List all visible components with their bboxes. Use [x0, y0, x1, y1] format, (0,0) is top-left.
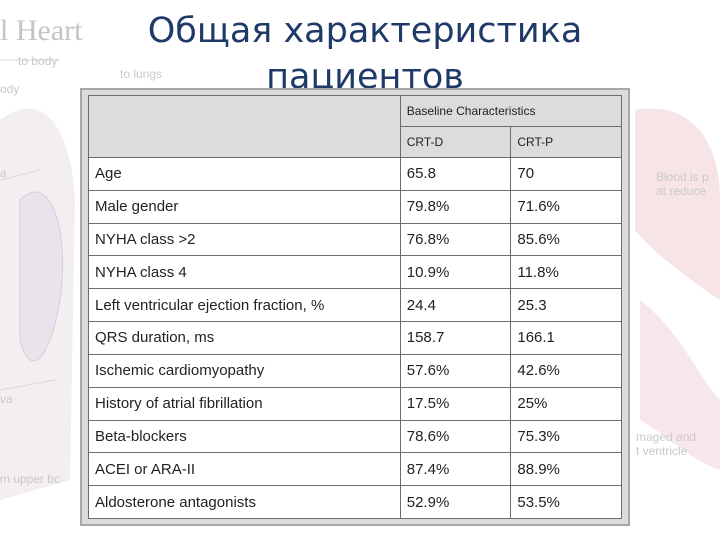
cell-value: 78.6% [399, 419, 512, 454]
bg-label: to body [18, 54, 58, 68]
cell-value: 17.5% [399, 386, 512, 421]
cell-value: 87.4% [399, 452, 512, 487]
table-panel: Baseline Characteristics CRT-D CRT-P Age… [80, 88, 630, 526]
row-label: QRS duration, ms [88, 321, 401, 355]
cell-value: 11.8% [510, 255, 622, 290]
bg-label: a [0, 166, 7, 180]
table-row: Age 65.8 70 [88, 157, 622, 191]
row-label: History of atrial fibrillation [88, 386, 401, 421]
header-row: Baseline Characteristics [88, 95, 623, 158]
cell-value: 70 [510, 157, 622, 191]
table-row: Aldosterone antagonists 52.9% 53.5% [88, 485, 622, 519]
bg-label: l Heart [0, 14, 83, 47]
cell-value: 57.6% [399, 353, 512, 388]
cell-value: 76.8% [399, 222, 512, 257]
table-row: Left ventricular ejection fraction, % 24.… [88, 288, 622, 323]
cell-value: 158.7 [399, 321, 512, 355]
cell-value: 52.9% [399, 485, 512, 519]
cell-value: 10.9% [399, 255, 512, 290]
bg-label: m upper bc [0, 472, 61, 486]
cell-value: 166.1 [510, 321, 622, 355]
cell-value: 85.6% [510, 222, 622, 257]
row-label: Beta-blockers [88, 419, 401, 454]
table-row: QRS duration, ms 158.7 166.1 [88, 321, 622, 355]
table-row: Beta-blockers 78.6% 75.3% [88, 419, 622, 454]
cell-value: 65.8 [399, 157, 512, 191]
bg-label: va [0, 392, 13, 406]
bg-label: ody [0, 82, 20, 96]
row-label: Male gender [88, 189, 401, 224]
row-label: NYHA class 4 [88, 255, 401, 290]
table-row: ACEI or ARA-II 87.4% 88.9% [88, 452, 622, 487]
row-label: Ischemic cardiomyopathy [88, 353, 401, 388]
row-label: NYHA class >2 [88, 222, 401, 257]
header-row: CRT-D CRT-P [89, 126, 622, 158]
header-blank [88, 95, 401, 158]
table-caption: Baseline Characteristics [399, 95, 623, 127]
cell-value: 75.3% [510, 419, 622, 454]
table-row: Ischemic cardiomyopathy 57.6% 42.6% [88, 353, 622, 388]
bg-label: at reduce [656, 184, 707, 198]
cell-value: 79.8% [399, 189, 512, 224]
column-header: CRT-D [399, 126, 512, 158]
column-header: CRT-P [510, 126, 622, 158]
bg-label: maged and [636, 430, 697, 444]
bg-label: to lungs [120, 67, 163, 81]
row-label: Left ventricular ejection fraction, % [88, 288, 401, 323]
bg-label: Blood is p [656, 170, 709, 184]
cell-value: 42.6% [510, 353, 622, 388]
baseline-table: Baseline Characteristics CRT-D CRT-P Age… [88, 95, 623, 519]
slide-title: Общая характеристика пациентов [147, 11, 583, 97]
cell-value: 53.5% [510, 485, 622, 519]
table-row: History of atrial fibrillation 17.5% 25% [88, 386, 622, 421]
bg-label: t ventricle [636, 444, 688, 458]
table-row: NYHA class 4 10.9% 11.8% [88, 255, 622, 290]
cell-value: 25.3 [510, 288, 622, 323]
row-label: Aldosterone antagonists [88, 485, 401, 519]
row-label: ACEI or ARA-II [88, 452, 401, 487]
cell-value: 25% [510, 386, 622, 421]
row-label: Age [88, 157, 401, 191]
table-row: Male gender 79.8% 71.6% [88, 189, 622, 224]
table-row: NYHA class >2 76.8% 85.6% [88, 222, 622, 257]
cell-value: 24.4 [399, 288, 512, 323]
cell-value: 88.9% [510, 452, 622, 487]
cell-value: 71.6% [510, 189, 622, 224]
